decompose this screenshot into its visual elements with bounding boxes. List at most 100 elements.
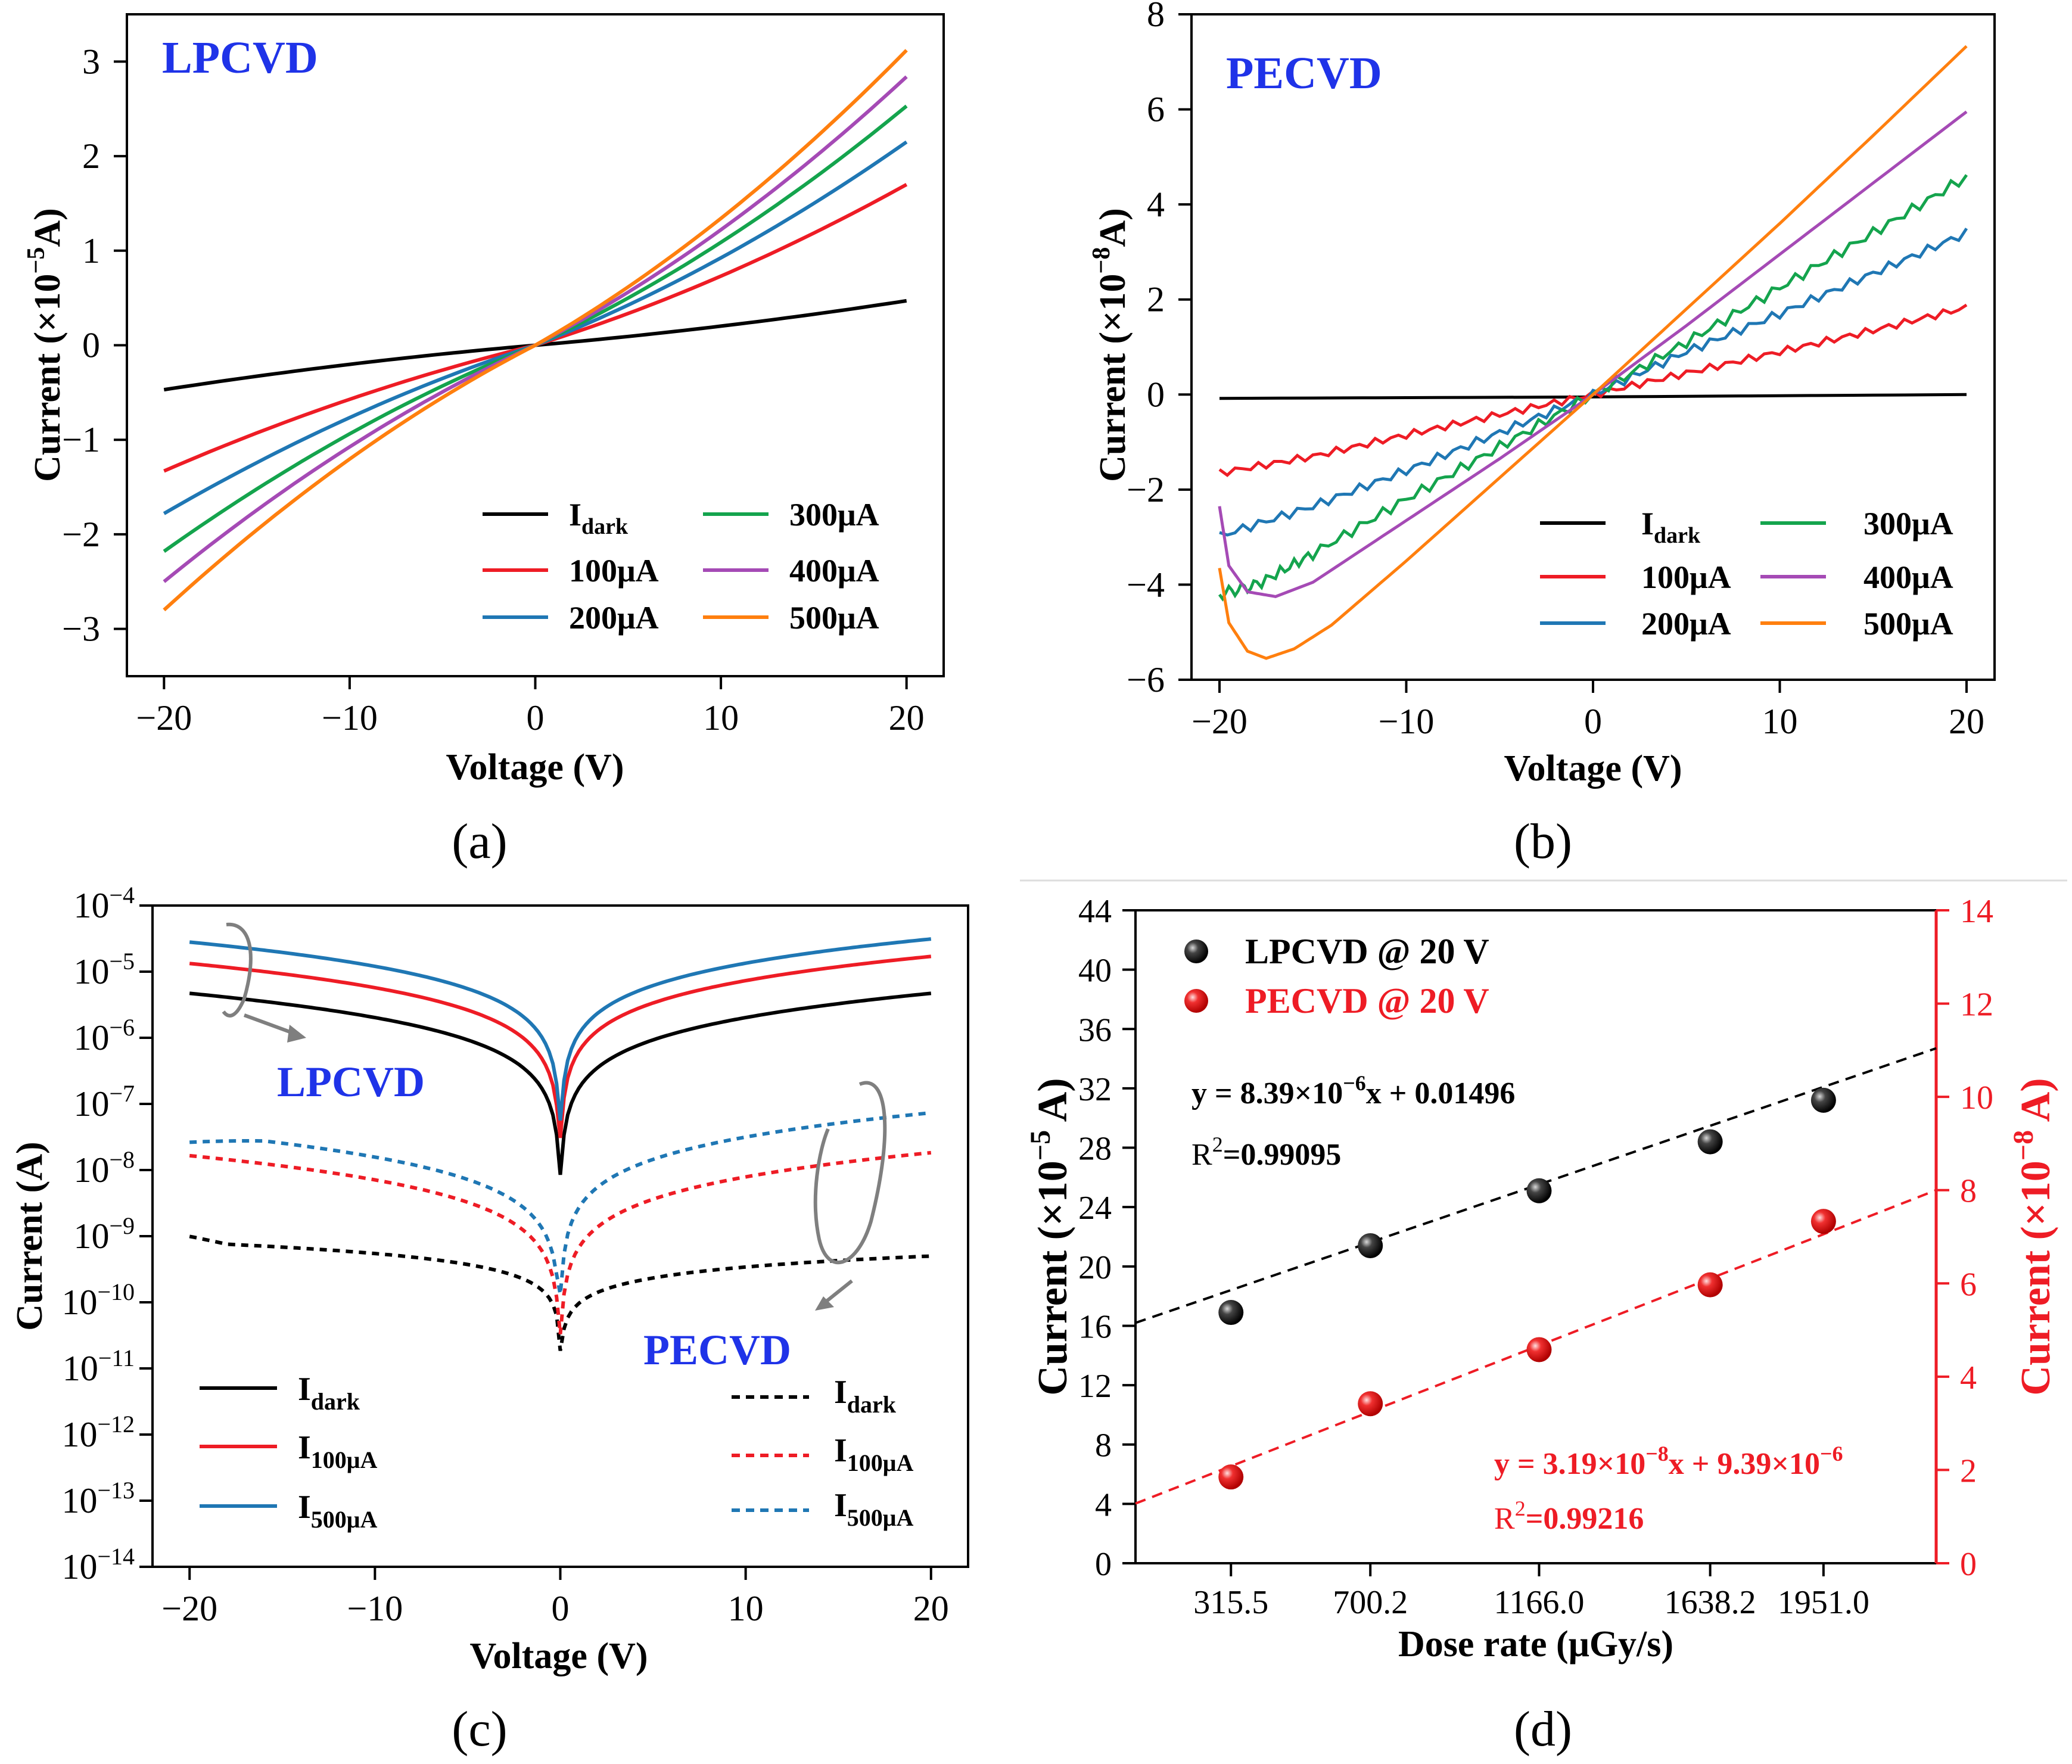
legend: Idark 100μA 200μA 300μA 400μA 500μA	[483, 497, 879, 636]
y2-tick-label: 0	[1960, 1546, 1977, 1583]
panel-label: (c)	[452, 1701, 507, 1757]
y-axis-label: Current (×10−5A)	[23, 208, 68, 482]
series-line	[189, 1111, 932, 1295]
x-tick-label: −10	[347, 1589, 403, 1628]
x-tick-label: 20	[913, 1589, 949, 1628]
y2-axis-label: Current (×10−8 A)	[2008, 1078, 2059, 1395]
legend-label: 300μA	[1863, 506, 1953, 542]
x-tick-label: −10	[1379, 702, 1435, 741]
x-tick-label: 700.2	[1333, 1584, 1408, 1621]
y2-tick-label: 10	[1960, 1079, 1993, 1116]
arrowhead-icon	[287, 1025, 306, 1043]
legend: Idark I100μA I500μA Idark I100μA I500μA	[200, 1371, 913, 1533]
legend-label: 200μA	[1641, 606, 1731, 642]
y2-tick-label: 2	[1960, 1452, 1977, 1489]
y-tick-label: 0	[82, 326, 100, 365]
y-tick-label: 2	[1147, 280, 1165, 319]
data-point	[1526, 1337, 1552, 1362]
x-tick-label: 10	[728, 1589, 764, 1628]
x-tick-label: 20	[889, 698, 925, 738]
x-tick-label: 1951.0	[1778, 1584, 1869, 1621]
y-tick-label: 8	[1147, 0, 1165, 34]
x-tick-label: −10	[322, 698, 378, 738]
series-line	[1219, 228, 1968, 537]
y-tick-label: 10−7	[73, 1080, 135, 1124]
r-squared-lpcvd: R2=0.99095	[1191, 1133, 1341, 1172]
y-tick-label: 0	[1095, 1546, 1112, 1583]
y-label-prefix: Current (×10	[1093, 274, 1133, 482]
legend-label: I500μA	[298, 1489, 377, 1533]
data-point	[1218, 1300, 1244, 1326]
x-axis-label: Voltage (V)	[469, 1636, 648, 1676]
y-label-suffix: A)	[27, 208, 68, 247]
legend-label: 500μA	[789, 600, 879, 636]
y-tick-label: −3	[62, 609, 100, 649]
x-tick-label: −20	[1191, 702, 1247, 741]
legend-marker	[1184, 989, 1208, 1013]
y-tick-label: −2	[62, 515, 100, 554]
annotation-pecvd: PECVD	[643, 1326, 791, 1374]
series-line	[189, 937, 932, 1121]
y2-tick-label: 14	[1960, 893, 1993, 930]
fit-equation-lpcvd: y = 8.39×10−6x + 0.01496	[1191, 1071, 1515, 1110]
legend-label: I500μA	[834, 1487, 913, 1531]
y-tick-label: 10−9	[73, 1212, 135, 1256]
y-tick-label: 0	[1147, 375, 1165, 414]
y-tick-label: 40	[1078, 953, 1112, 990]
y-tick-label: 12	[1078, 1368, 1112, 1405]
legend-label: 100μA	[1641, 559, 1731, 595]
arrowhead-icon	[815, 1296, 834, 1311]
y-label-suffix: A)	[1093, 208, 1133, 247]
y-label-exponent: −5	[23, 247, 50, 274]
x-tick-label: 0	[527, 698, 545, 738]
y-tick-label: 44	[1078, 893, 1112, 930]
legend-marker	[1184, 939, 1208, 963]
y-tick-label: 2	[82, 136, 100, 176]
data-point	[1526, 1178, 1552, 1203]
series-lines	[163, 49, 908, 612]
y-tick-label: 10−4	[73, 882, 135, 925]
y-tick-label: −2	[1127, 470, 1165, 509]
legend-label: PECVD @ 20 V	[1245, 981, 1489, 1021]
x-tick-label: 10	[1762, 702, 1797, 741]
data-point	[1810, 1087, 1836, 1113]
legend-label: I100μA	[834, 1432, 913, 1476]
y-tick-label: 10−12	[61, 1411, 135, 1454]
series-line	[1218, 110, 1968, 598]
legend-label: 500μA	[1863, 606, 1953, 642]
y-tick-label: 8	[1095, 1427, 1112, 1464]
x-tick-label: −20	[161, 1589, 217, 1628]
y-tick-label: 4	[1147, 185, 1165, 224]
series-line	[163, 49, 908, 612]
x-axis-label: Voltage (V)	[1504, 748, 1682, 789]
y-tick-label: 10−5	[73, 948, 135, 991]
y-axis-label: Current (×10−5 A)	[1025, 1078, 1076, 1395]
legend-label: Idark	[298, 1371, 360, 1415]
x-axis-label: Voltage (V)	[446, 747, 624, 788]
legend-label: I100μA	[298, 1429, 377, 1473]
series-lines	[189, 937, 932, 1351]
data-point	[1358, 1233, 1383, 1258]
series-line	[163, 140, 908, 515]
x-tick-label: 315.5	[1193, 1584, 1268, 1621]
series-marks	[1135, 1047, 1937, 1505]
x-tick-label: 1638.2	[1665, 1584, 1756, 1621]
y-tick-label: 36	[1078, 1012, 1112, 1049]
x-tick-label: 0	[1584, 702, 1602, 741]
series-line	[1218, 174, 1968, 602]
y-tick-label: 4	[1095, 1486, 1112, 1523]
y-label-prefix: Current (×10	[27, 274, 68, 482]
legend-label: LPCVD @ 20 V	[1245, 932, 1489, 971]
y-tick-label: 10−14	[61, 1543, 135, 1586]
data-point	[1810, 1209, 1836, 1234]
legend-label: Idark	[569, 497, 629, 539]
y-tick-label: 10−11	[63, 1345, 135, 1388]
legend-label: 400μA	[789, 553, 879, 589]
y-tick-label: 10−10	[61, 1278, 135, 1322]
panel-c: −20 −10 0 10 20 10−14 10−13 10−12 10−11 10−10 10−9…	[10, 882, 969, 1757]
y2-tick-label: 12	[1960, 987, 1993, 1023]
panel-title: PECVD	[1226, 48, 1382, 98]
legend-label: Idark	[834, 1374, 897, 1418]
